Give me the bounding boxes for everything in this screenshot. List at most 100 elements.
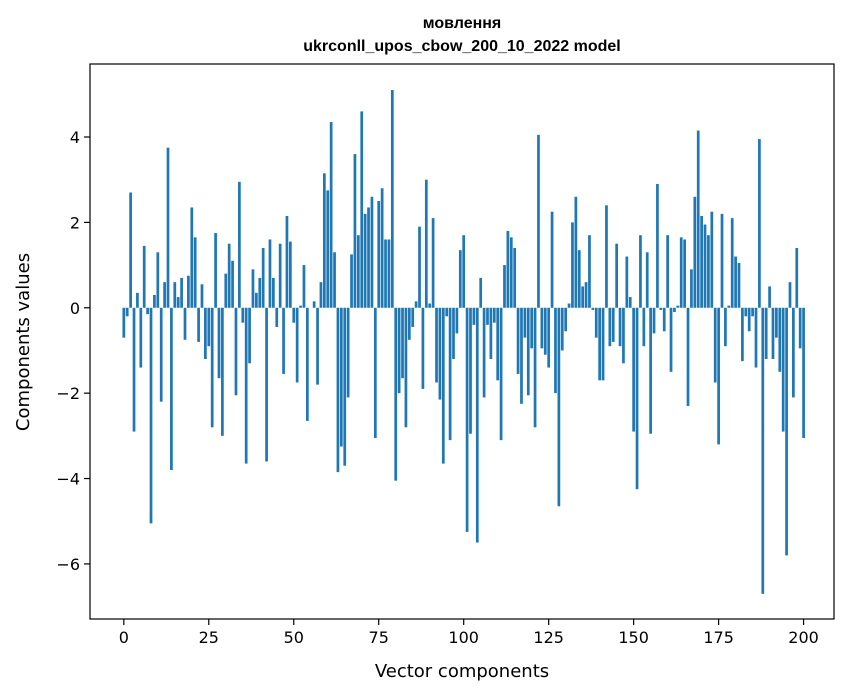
bar-32 — [231, 260, 234, 308]
bar-112 — [503, 265, 506, 308]
bar-174 — [713, 307, 717, 383]
x-axis-ticks: 0 25 50 75 100 125 150 175 200 — [119, 619, 819, 647]
bar-90 — [428, 303, 432, 308]
bar-24 — [204, 307, 207, 359]
bar-89 — [424, 179, 428, 308]
bar-66 — [346, 307, 350, 398]
bar-91 — [431, 218, 435, 308]
bar-121 — [533, 307, 537, 428]
bar-46 — [278, 243, 282, 308]
bar-1 — [125, 307, 129, 317]
bar-129 — [560, 307, 564, 351]
bar-96 — [448, 307, 452, 441]
y-axis-ticks: −6 −4 −2 0 2 4 — [56, 128, 90, 574]
bar-33 — [234, 307, 238, 396]
bar-181 — [737, 262, 741, 308]
bar-110 — [496, 307, 500, 381]
bar-98 — [455, 307, 459, 334]
bar-127 — [554, 307, 557, 394]
bar-200 — [802, 307, 805, 438]
bar-83 — [404, 307, 408, 428]
bar-105 — [479, 277, 483, 308]
x-tick-label: 0 — [119, 628, 129, 647]
bar-148 — [625, 256, 629, 308]
bar-195 — [785, 307, 788, 556]
bar-68 — [353, 154, 357, 308]
y-tick-label: 4 — [70, 128, 80, 147]
bar-172 — [707, 235, 710, 308]
bar-166 — [686, 307, 690, 406]
bar-6 — [142, 245, 146, 308]
bar-160 — [666, 235, 669, 308]
bar-23 — [200, 284, 204, 308]
bar-93 — [438, 307, 442, 400]
bar-176 — [720, 213, 724, 308]
bar-15 — [173, 282, 177, 308]
bar-170 — [700, 215, 703, 308]
bar-190 — [768, 286, 771, 308]
bar-147 — [622, 307, 625, 364]
bar-3 — [132, 307, 136, 432]
bar-115 — [513, 248, 517, 308]
bar-185 — [751, 307, 754, 317]
bar-36 — [244, 307, 248, 464]
y-tick-label: 2 — [70, 213, 80, 232]
bar-142 — [605, 205, 608, 308]
x-tick-label: 100 — [448, 628, 479, 647]
bar-81 — [397, 307, 401, 394]
bar-18 — [183, 307, 187, 340]
bar-92 — [435, 307, 438, 383]
bar-180 — [734, 256, 737, 308]
bar-31 — [227, 243, 231, 308]
bar-194 — [781, 307, 785, 432]
bar-65 — [343, 307, 347, 466]
x-tick-label: 150 — [618, 628, 649, 647]
y-tick-label: −6 — [56, 555, 80, 574]
bar-153 — [642, 307, 646, 347]
bar-122 — [537, 134, 540, 308]
bar-43 — [268, 239, 272, 308]
bar-156 — [652, 307, 656, 334]
bar-16 — [176, 297, 180, 308]
bar-44 — [272, 277, 275, 308]
bar-159 — [662, 307, 666, 332]
bar-145 — [615, 243, 619, 308]
bar-175 — [717, 307, 720, 445]
bar-163 — [676, 305, 680, 308]
bar-79 — [390, 90, 394, 308]
bar-150 — [632, 307, 635, 432]
bar-11 — [159, 307, 163, 402]
x-tick-label: 75 — [369, 628, 389, 647]
bar-5 — [139, 307, 143, 368]
bar-191 — [771, 307, 775, 359]
bar-99 — [458, 250, 462, 308]
bar-62 — [333, 252, 336, 308]
bar-196 — [788, 282, 792, 308]
bar-39 — [255, 292, 258, 308]
bar-7 — [146, 307, 149, 315]
bar-95 — [445, 307, 449, 317]
bar-198 — [795, 248, 799, 308]
y-tick-label: −2 — [56, 384, 80, 403]
bar-80 — [394, 307, 398, 481]
bar-64 — [339, 307, 343, 447]
bar-30 — [224, 273, 228, 308]
bar-0 — [122, 307, 126, 338]
bar-100 — [462, 235, 466, 308]
bar-61 — [329, 122, 333, 308]
bar-126 — [550, 211, 554, 308]
x-tick-label: 200 — [788, 628, 819, 647]
bar-86 — [414, 301, 418, 308]
bar-67 — [350, 254, 353, 308]
bar-20 — [190, 207, 194, 308]
bar-157 — [656, 183, 659, 308]
bar-74 — [373, 307, 377, 438]
bar-71 — [363, 213, 367, 308]
bar-178 — [727, 305, 731, 308]
bar-143 — [608, 307, 612, 347]
bar-47 — [282, 307, 285, 374]
bar-107 — [486, 307, 489, 325]
bar-173 — [710, 211, 714, 308]
bar-21 — [193, 237, 197, 308]
